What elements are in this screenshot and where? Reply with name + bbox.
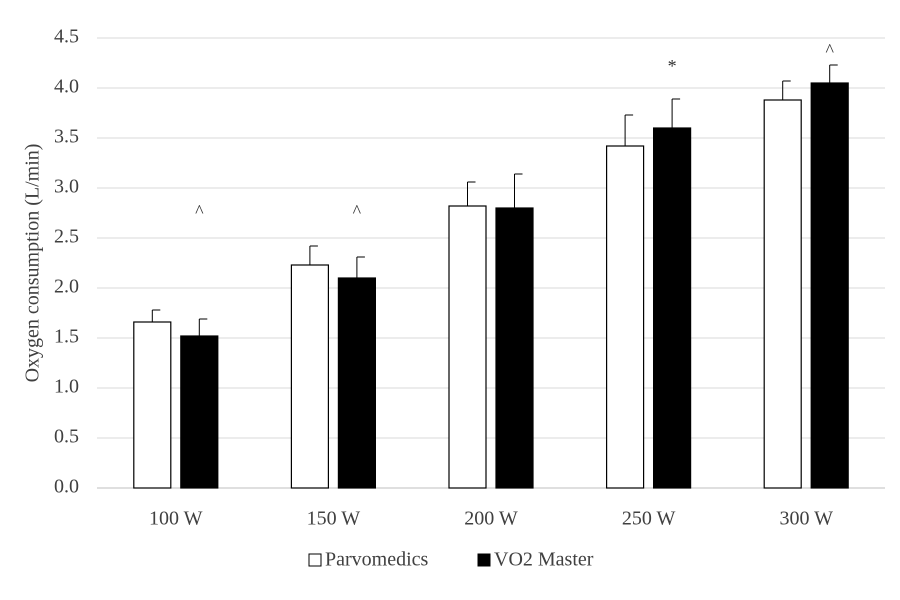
x-tick-label: 300 W	[779, 508, 833, 530]
significance-mark: ^	[825, 40, 834, 60]
y-tick-label: 3.0	[54, 176, 79, 198]
bar-vo2-master	[810, 82, 849, 489]
y-tick-label: 2.0	[54, 276, 79, 298]
y-tick-label: 3.5	[54, 126, 79, 148]
y-tick-label: 2.5	[54, 226, 79, 248]
x-tick-label: 150 W	[307, 508, 361, 530]
legend: Parvomedics VO2 Master	[308, 549, 594, 571]
significance-mark: ^	[353, 201, 362, 221]
y-axis-ticks: 0.0 0.5 1.0 1.5 2.0 2.5 3.0 3.5 4.0 4.5	[54, 26, 79, 498]
error-bars	[151, 64, 838, 336]
bar-parvomedics	[605, 145, 645, 489]
legend-vo2-master-label: VO2 Master	[494, 549, 594, 571]
x-axis-ticks: 100 W 150 W 200 W 250 W 300 W	[149, 508, 833, 530]
y-tick-label: 4.5	[54, 26, 79, 48]
bar-vo2-master	[652, 127, 692, 489]
significance-annotations: ^ ^ * ^	[195, 40, 834, 221]
bar-parvomedics	[448, 205, 487, 489]
gridlines	[97, 37, 885, 489]
x-tick-label: 200 W	[464, 508, 518, 530]
y-tick-label: 1.5	[54, 326, 79, 348]
x-tick-label: 100 W	[149, 508, 203, 530]
legend-parvomedics-swatch	[308, 553, 322, 567]
bar-parvomedics	[290, 264, 329, 489]
significance-mark: *	[668, 56, 677, 76]
y-tick-label: 0.5	[54, 426, 79, 448]
bar-vo2-master	[337, 277, 376, 489]
y-tick-label: 0.0	[54, 476, 79, 498]
bar-vo2-master	[495, 207, 534, 489]
bar-vo2-master	[180, 335, 219, 489]
legend-parvomedics-label: Parvomedics	[325, 549, 429, 571]
legend-vo2-master-swatch	[477, 553, 491, 567]
bars	[133, 82, 849, 489]
y-tick-label: 1.0	[54, 376, 79, 398]
bar-parvomedics	[133, 321, 172, 489]
y-tick-label: 4.0	[54, 76, 79, 98]
y-axis-title: Oxygen consumption (L/min)	[22, 144, 44, 383]
significance-mark: ^	[195, 201, 204, 221]
x-tick-label: 250 W	[622, 508, 676, 530]
bar-parvomedics	[763, 99, 802, 489]
